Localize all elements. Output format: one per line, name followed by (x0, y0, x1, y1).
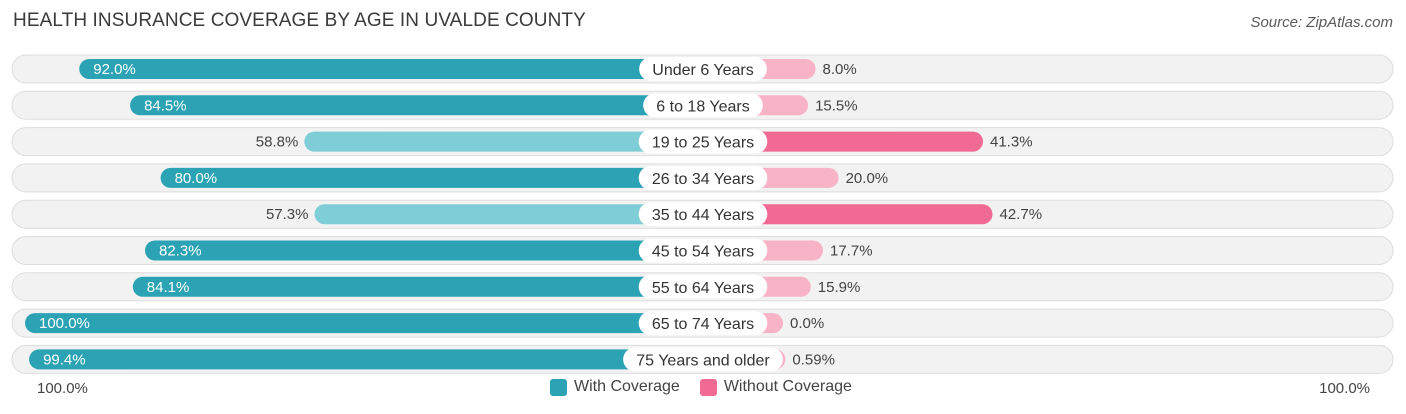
value-label-without-coverage: 15.5% (815, 97, 858, 114)
value-label-without-coverage: 8.0% (823, 61, 857, 78)
legend-swatch-without-coverage (699, 378, 717, 396)
bar-without-coverage (703, 204, 993, 225)
value-label-with-coverage: 84.1% (147, 279, 190, 296)
bar-with-coverage (130, 95, 704, 116)
value-label-with-coverage: 57.3% (266, 206, 309, 223)
chart-title: HEALTH INSURANCE COVERAGE BY AGE IN UVAL… (13, 10, 586, 31)
bar-with-coverage (79, 59, 704, 79)
category-pill (638, 202, 768, 227)
value-label-with-coverage: 84.5% (144, 97, 187, 114)
category-pill (643, 93, 763, 118)
category-label: 6 to 18 Years (656, 98, 749, 115)
category-label: 55 to 64 Years (652, 280, 754, 297)
bar-with-coverage (160, 167, 704, 188)
value-label-with-coverage: 80.0% (175, 170, 218, 187)
bar-with-coverage (314, 204, 703, 225)
value-label-without-coverage: 20.0% (846, 170, 889, 187)
legend-item-without-coverage: Without Coverage (699, 378, 852, 396)
category-label: 65 to 74 Years (652, 316, 754, 333)
legend-item-with-coverage: With Coverage (550, 378, 680, 396)
bar-without-coverage (703, 131, 984, 152)
value-label-with-coverage: 92.0% (93, 61, 136, 78)
value-label-without-coverage: 42.7% (1000, 206, 1043, 223)
category-label: 75 Years and older (636, 352, 770, 369)
category-pill (638, 129, 768, 154)
legend-swatch-with-coverage (550, 378, 567, 396)
value-label-with-coverage: 58.8% (256, 134, 299, 151)
bar-with-coverage (25, 313, 703, 334)
category-pill (638, 311, 768, 336)
axis-left-label: 100.0% (37, 380, 88, 397)
category-pill (638, 238, 768, 263)
value-label-with-coverage: 100.0% (39, 315, 90, 332)
category-pill (639, 57, 767, 81)
legend-label-with-coverage: With Coverage (574, 378, 680, 395)
value-label-with-coverage: 99.4% (43, 351, 86, 368)
value-label-without-coverage: 17.7% (830, 243, 873, 260)
category-label: 35 to 44 Years (652, 207, 754, 224)
value-label-without-coverage: 0.0% (790, 315, 824, 332)
category-label: 45 to 54 Years (652, 244, 754, 261)
category-label: 26 to 34 Years (652, 171, 754, 188)
chart-area: 92.0% 8.0% Under 6 Years 84.5% 15.5% 6 to 18 … (11, 54, 1394, 374)
bar-with-coverage (29, 349, 704, 370)
category-pill (638, 274, 768, 299)
value-label-with-coverage: 82.3% (159, 243, 202, 260)
bar-with-coverage (145, 240, 704, 261)
legend: With Coverage Without Coverage (550, 378, 872, 396)
bar-with-coverage (304, 131, 703, 152)
category-label: Under 6 Years (652, 62, 753, 79)
legend-label-without-coverage: Without Coverage (723, 378, 852, 395)
value-label-without-coverage: 0.59% (792, 351, 835, 368)
category-label: 19 to 25 Years (652, 135, 754, 152)
value-label-without-coverage: 41.3% (990, 134, 1033, 151)
bar-with-coverage (132, 276, 703, 297)
category-pill (623, 347, 783, 372)
source-label: Source: ZipAtlas.com (1250, 14, 1393, 31)
axis-right-label: 100.0% (1319, 380, 1370, 397)
category-pill (638, 165, 768, 190)
value-label-without-coverage: 15.9% (818, 279, 861, 296)
